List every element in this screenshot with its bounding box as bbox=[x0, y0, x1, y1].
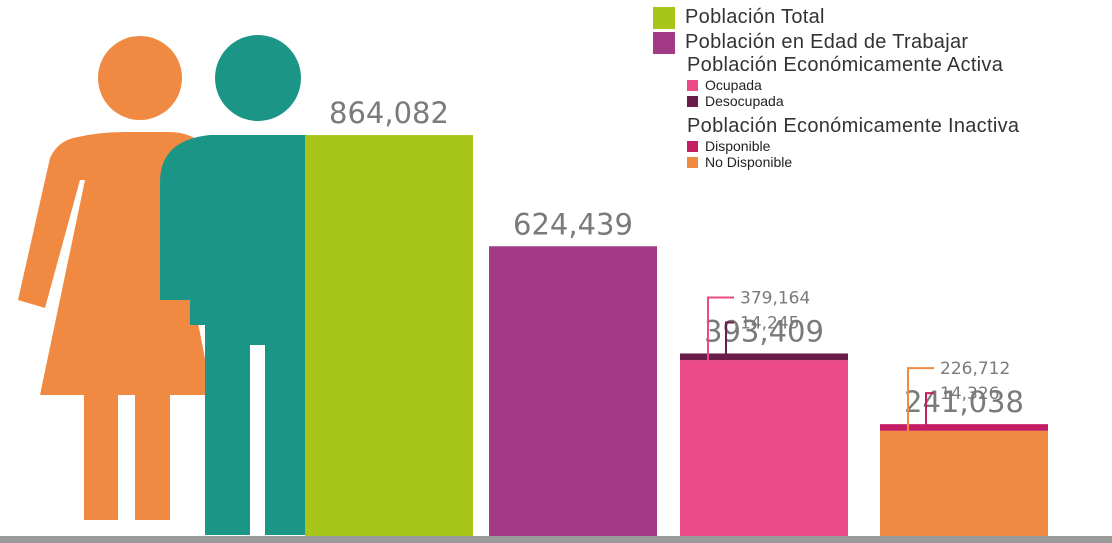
segment-label-disponible: 14,326 bbox=[940, 384, 999, 404]
woman-figure-icon bbox=[18, 36, 240, 520]
total-label-2: 624,439 bbox=[513, 207, 633, 241]
people-illustration bbox=[18, 35, 308, 535]
total-label-4: 241,038 bbox=[904, 385, 1024, 419]
legend-heading-inactiva: Población Económicamente Inactiva bbox=[687, 115, 1020, 137]
legend-label: No Disponible bbox=[705, 154, 793, 170]
baseline bbox=[0, 536, 1112, 543]
man-figure-icon bbox=[160, 35, 308, 535]
legend-item-no-disponible: No Disponible bbox=[653, 154, 1103, 170]
value-labels: 864,082 624,439 393,409 379,164 14,245 241,03… bbox=[329, 96, 1024, 433]
leader-line bbox=[907, 367, 934, 433]
legend-item-poblacion-total: Población Total bbox=[653, 6, 1103, 29]
bar-series bbox=[305, 135, 1048, 536]
segment-label-no-disponible: 226,712 bbox=[940, 359, 1010, 379]
legend-heading-activa: Población Económicamente Activa bbox=[687, 54, 1004, 76]
legend-item-disponible: Disponible bbox=[653, 138, 1103, 154]
bar-no-disponible bbox=[880, 430, 1048, 536]
legend-label: Desocupada bbox=[705, 93, 784, 109]
total-label-3: 393,409 bbox=[704, 314, 824, 348]
legend-label: Población Total bbox=[685, 6, 825, 28]
bar-poblacion-en-edad-de-trabajar bbox=[489, 246, 657, 536]
legend-swatch bbox=[653, 31, 675, 54]
bar-poblacion-total bbox=[305, 135, 473, 536]
leader-line bbox=[725, 321, 734, 357]
legend-swatch bbox=[687, 140, 698, 152]
legend: Población Total Población en Edad de Tra… bbox=[653, 6, 1103, 170]
bar-desocupada bbox=[680, 353, 848, 361]
legend-swatch bbox=[653, 6, 675, 29]
legend-swatch bbox=[687, 95, 698, 107]
segment-label-ocupada: 379,164 bbox=[740, 288, 810, 308]
legend-swatch bbox=[687, 156, 698, 168]
legend-item-edad-trabajar: Población en Edad de Trabajar bbox=[653, 31, 1103, 54]
legend-swatch bbox=[687, 79, 698, 91]
bar-ocupada bbox=[680, 360, 848, 536]
legend-item-desocupada: Desocupada bbox=[653, 93, 1103, 109]
legend-label: Disponible bbox=[705, 138, 771, 154]
total-label-1: 864,082 bbox=[329, 96, 449, 130]
legend-label: Ocupada bbox=[705, 77, 762, 93]
leader-line bbox=[707, 296, 734, 363]
segment-label-desocupada: 14,245 bbox=[740, 313, 799, 333]
bar-disponible bbox=[880, 424, 1048, 431]
legend-label: Población en Edad de Trabajar bbox=[685, 31, 969, 53]
legend-item-ocupada: Ocupada bbox=[653, 77, 1103, 93]
leader-line bbox=[925, 392, 934, 428]
